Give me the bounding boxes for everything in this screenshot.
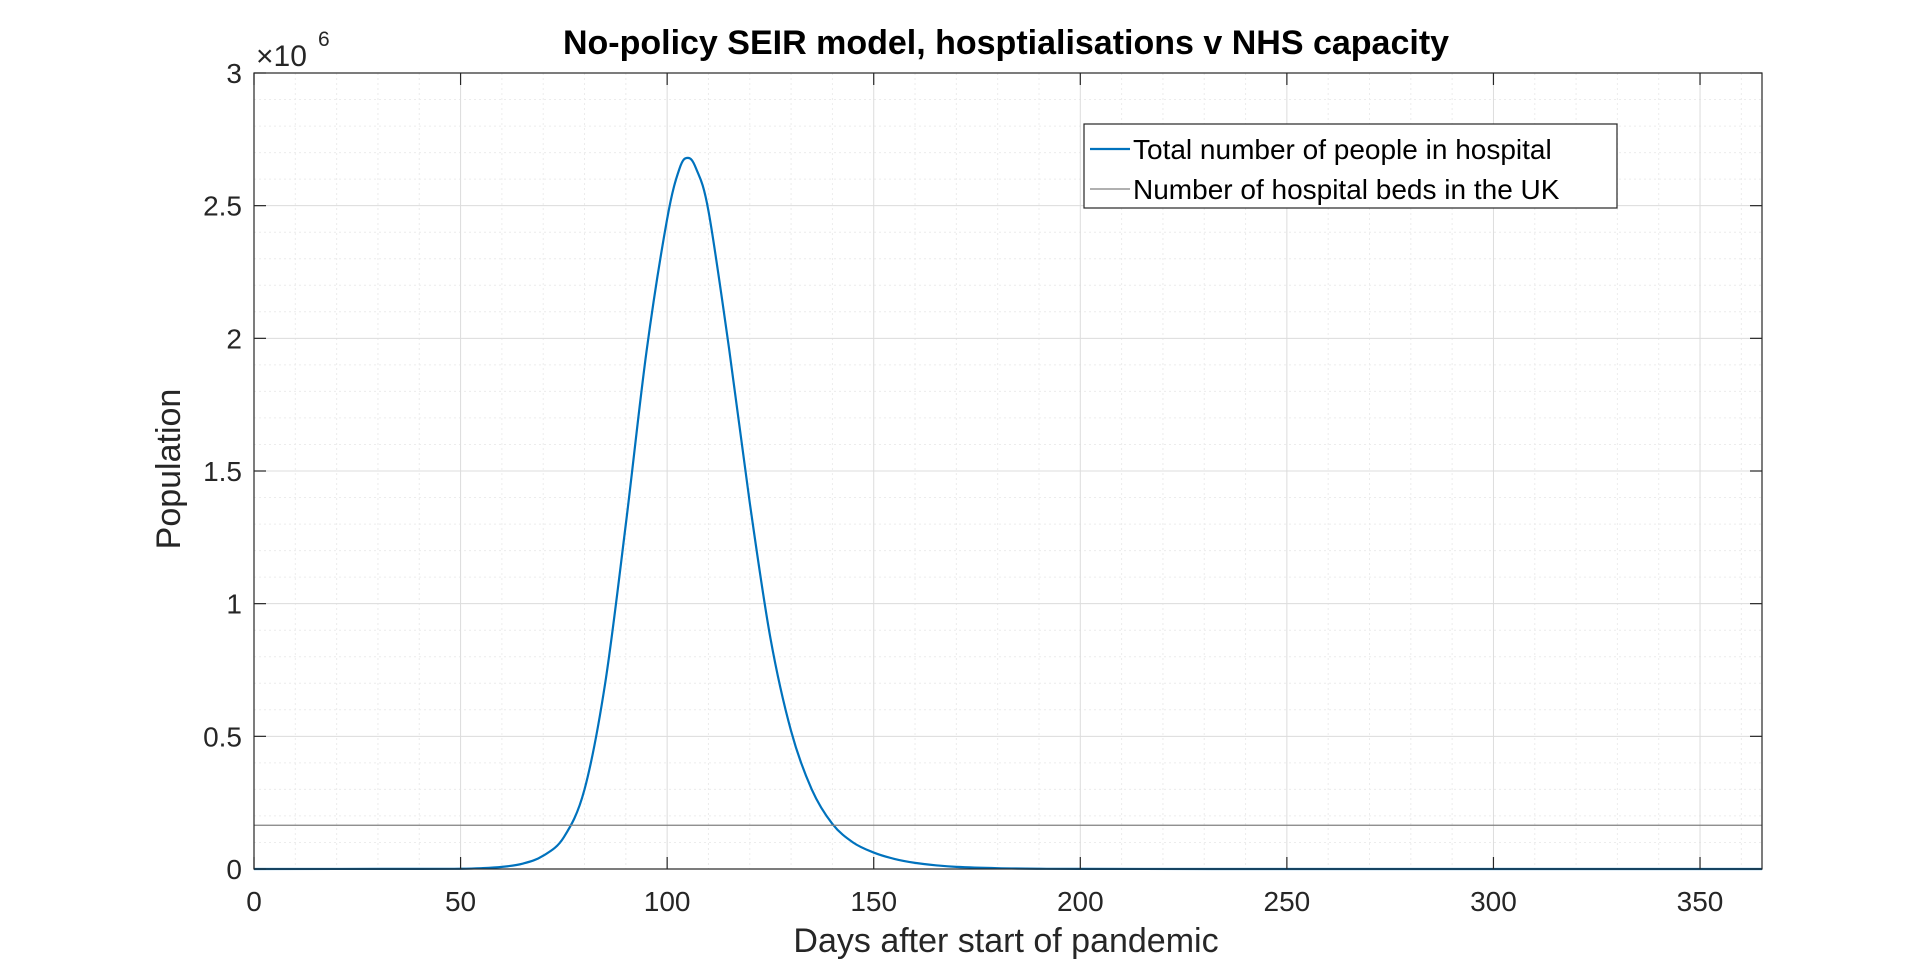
x-tick-label: 200 [1057, 886, 1104, 917]
x-tick-label: 0 [246, 886, 262, 917]
x-axis-title: Days after start of pandemic [793, 922, 1218, 960]
chart-title: No-policy SEIR model, hosptialisations v… [563, 24, 1449, 62]
y-tick-label: 0.5 [203, 721, 242, 752]
y-tick-label: 1.5 [203, 456, 242, 487]
y-tick-label: 1 [226, 589, 242, 620]
x-tick-label: 100 [644, 886, 691, 917]
series-layer [253, 156, 1762, 871]
y-multiplier-base: ×10 [256, 40, 307, 73]
y-tick-label: 3 [226, 58, 242, 89]
y-tick-label: 2.5 [203, 191, 242, 222]
x-tick-labels: 0 50 100 150 200 250 300 350 [246, 886, 1723, 917]
y-multiplier-exponent: 6 [318, 28, 330, 51]
x-tick-label: 150 [850, 886, 897, 917]
x-tick-label: 50 [445, 886, 476, 917]
legend-label-beds: Number of hospital beds in the UK [1133, 174, 1560, 205]
axis-ticks [253, 72, 1762, 870]
legend-box [1083, 123, 1618, 209]
y-tick-labels: 0 0.5 1 1.5 2 2.5 3 [203, 58, 242, 885]
y-tick-label: 0 [226, 854, 242, 885]
y-axis-title: Population [150, 389, 188, 550]
x-tick-label: 350 [1677, 886, 1724, 917]
x-tick-label: 300 [1470, 886, 1517, 917]
legend-label-hospital: Total number of people in hospital [1133, 134, 1552, 165]
legend: Total number of people in hospital Numbe… [1083, 123, 1618, 209]
series-line-hospitalised [253, 156, 1762, 871]
y-tick-label: 2 [226, 323, 242, 354]
x-tick-label: 250 [1264, 886, 1311, 917]
